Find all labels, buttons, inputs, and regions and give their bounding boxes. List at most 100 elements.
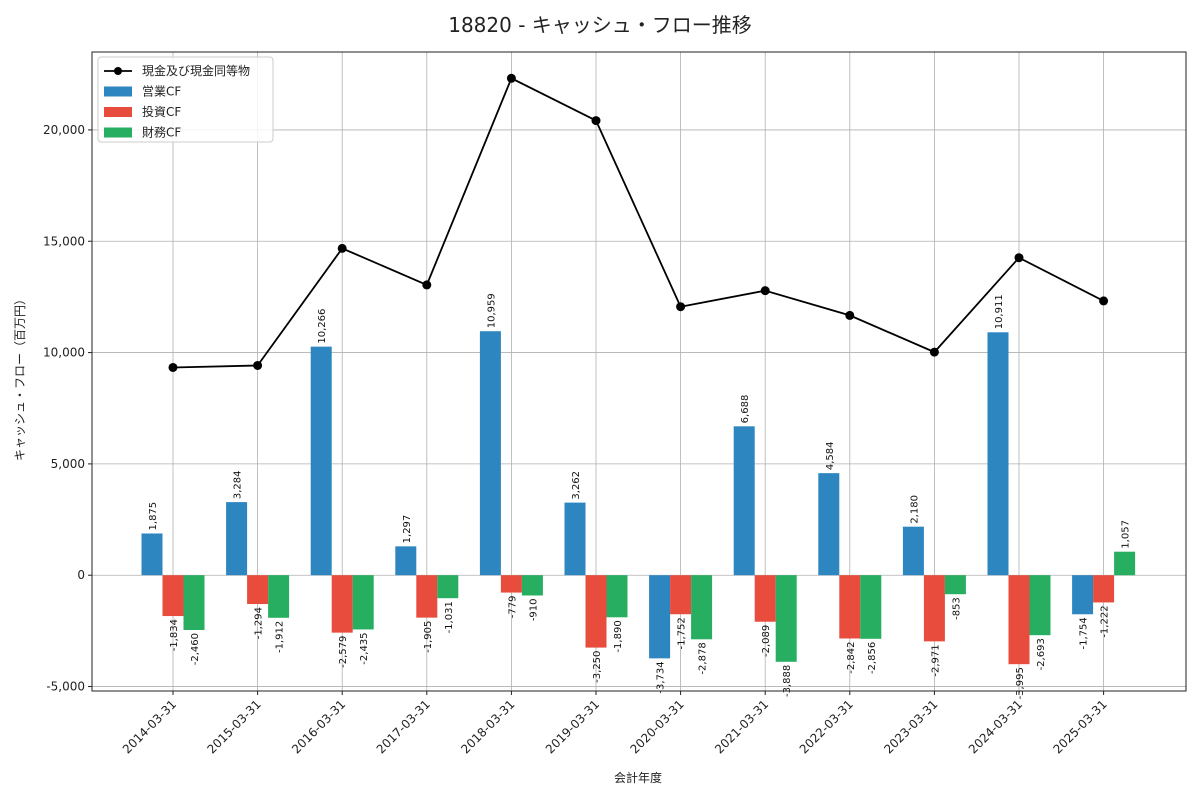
bar-value-label: -1,031 [444,601,455,633]
y-tick-label: 20,000 [43,123,85,137]
bar-value-label: 1,057 [1121,520,1132,549]
bar-value-label: -2,579 [338,636,349,668]
legend-label: 現金及び現金同等物 [142,63,250,78]
bar-財務CF [352,575,374,630]
bar-財務CF [606,575,628,618]
bar-営業CF [1072,575,1094,615]
bar-財務CF [775,575,797,662]
bars-layer [141,331,1136,665]
bar-財務CF [691,575,713,640]
cash-point [929,347,939,357]
cash-point [760,286,770,296]
bar-value-label: 1,297 [402,515,413,544]
cash-point [168,362,178,372]
bar-value-label: -3,995 [1015,667,1026,699]
x-tick-label: 2025-03-31 [1051,697,1110,756]
cash-point [1014,253,1024,263]
bar-投資CF [162,575,184,617]
y-tick-label: -5,000 [46,680,85,694]
bar-営業CF [902,526,924,576]
cash-point [506,73,516,83]
bar-投資CF [585,575,607,648]
bar-value-label: -3,734 [656,661,667,693]
bar-value-label: 10,959 [486,293,497,328]
cash-point [422,280,432,290]
legend-marker [114,67,122,75]
bar-営業CF [226,502,248,576]
y-tick-label: 10,000 [43,346,85,360]
bar-value-label: -779 [507,596,518,619]
bar-投資CF [1093,575,1115,603]
bar-投資CF [839,575,861,639]
bar-営業CF [395,546,417,576]
bar-投資CF [416,575,438,618]
bar-投資CF [247,575,269,605]
bar-財務CF [944,575,966,595]
cash-point [337,243,347,253]
bar-営業CF [733,426,755,576]
cash-line-layer [168,73,1109,372]
bar-財務CF [1114,551,1136,576]
x-tick-label: 2015-03-31 [205,697,264,756]
legend-swatch [104,86,132,97]
x-tick-label: 2017-03-31 [374,697,433,756]
legend-label: 投資CF [142,104,181,119]
x-axis: 2014-03-31 2015-03-31 2016-03-31 2017-03-31… [120,691,1110,756]
plot-frame [91,51,1187,692]
bar-value-label: -1,912 [275,621,286,653]
bar-value-label: 10,266 [317,309,328,344]
bar-value-label: -2,842 [846,641,857,673]
bar-value-label: 10,911 [994,294,1005,329]
bar-value-label: -1,905 [423,621,434,653]
bar-投資CF [923,575,945,642]
bar-投資CF [754,575,776,622]
bar-value-label: -3,250 [592,651,603,683]
bar-value-label: -1,834 [169,619,180,651]
data-labels-layer: 1,875 3,284 10,266 1,297 10,959 3,262 -3,734 6,… [148,293,1132,699]
legend-box [97,56,274,143]
bar-財務CF [521,575,543,596]
bar-投資CF [670,575,692,615]
y-axis: -5,000 0 5,000 10,000 15,000 20,000 [43,123,92,694]
bar-value-label: -2,856 [867,642,878,674]
bar-財務CF [183,575,205,630]
bar-営業CF [479,331,501,576]
bar-value-label: 4,584 [825,442,836,471]
bar-投資CF [1008,575,1030,665]
x-tick-label: 2016-03-31 [289,697,348,756]
cash-point [591,116,601,126]
bar-財務CF [268,575,290,618]
bar-value-label: -1,222 [1100,605,1111,637]
bar-value-label: -1,294 [254,607,265,639]
cash-point [845,310,855,320]
bar-value-label: -2,693 [1036,638,1047,670]
bar-value-label: -1,752 [677,617,688,649]
bar-value-label: 1,875 [148,502,159,531]
bar-value-label: -2,460 [190,633,201,665]
y-tick-label: 5,000 [51,457,85,471]
cash-point [253,360,263,370]
legend-label: 営業CF [142,85,181,99]
bar-value-label: -1,754 [1079,617,1090,649]
bar-value-label: -910 [528,598,539,621]
bar-営業CF [818,473,840,576]
x-axis-label: 会計年度 [614,770,662,785]
x-tick-label: 2018-03-31 [458,697,517,756]
bar-value-label: -3,888 [782,665,793,697]
bar-value-label: 3,262 [571,471,582,500]
bar-value-label: -2,089 [761,625,772,657]
bar-value-label: -2,971 [930,644,941,676]
chart-title: 18820 - キャッシュ・フロー推移 [448,13,752,37]
legend-swatch [104,127,132,138]
x-tick-label: 2014-03-31 [120,697,179,756]
x-tick-label: 2021-03-31 [712,697,771,756]
bar-投資CF [500,575,522,593]
bar-財務CF [860,575,882,639]
cash-point [1099,296,1109,306]
x-tick-label: 2019-03-31 [543,697,602,756]
bar-営業CF [987,332,1009,576]
bar-営業CF [649,575,671,659]
